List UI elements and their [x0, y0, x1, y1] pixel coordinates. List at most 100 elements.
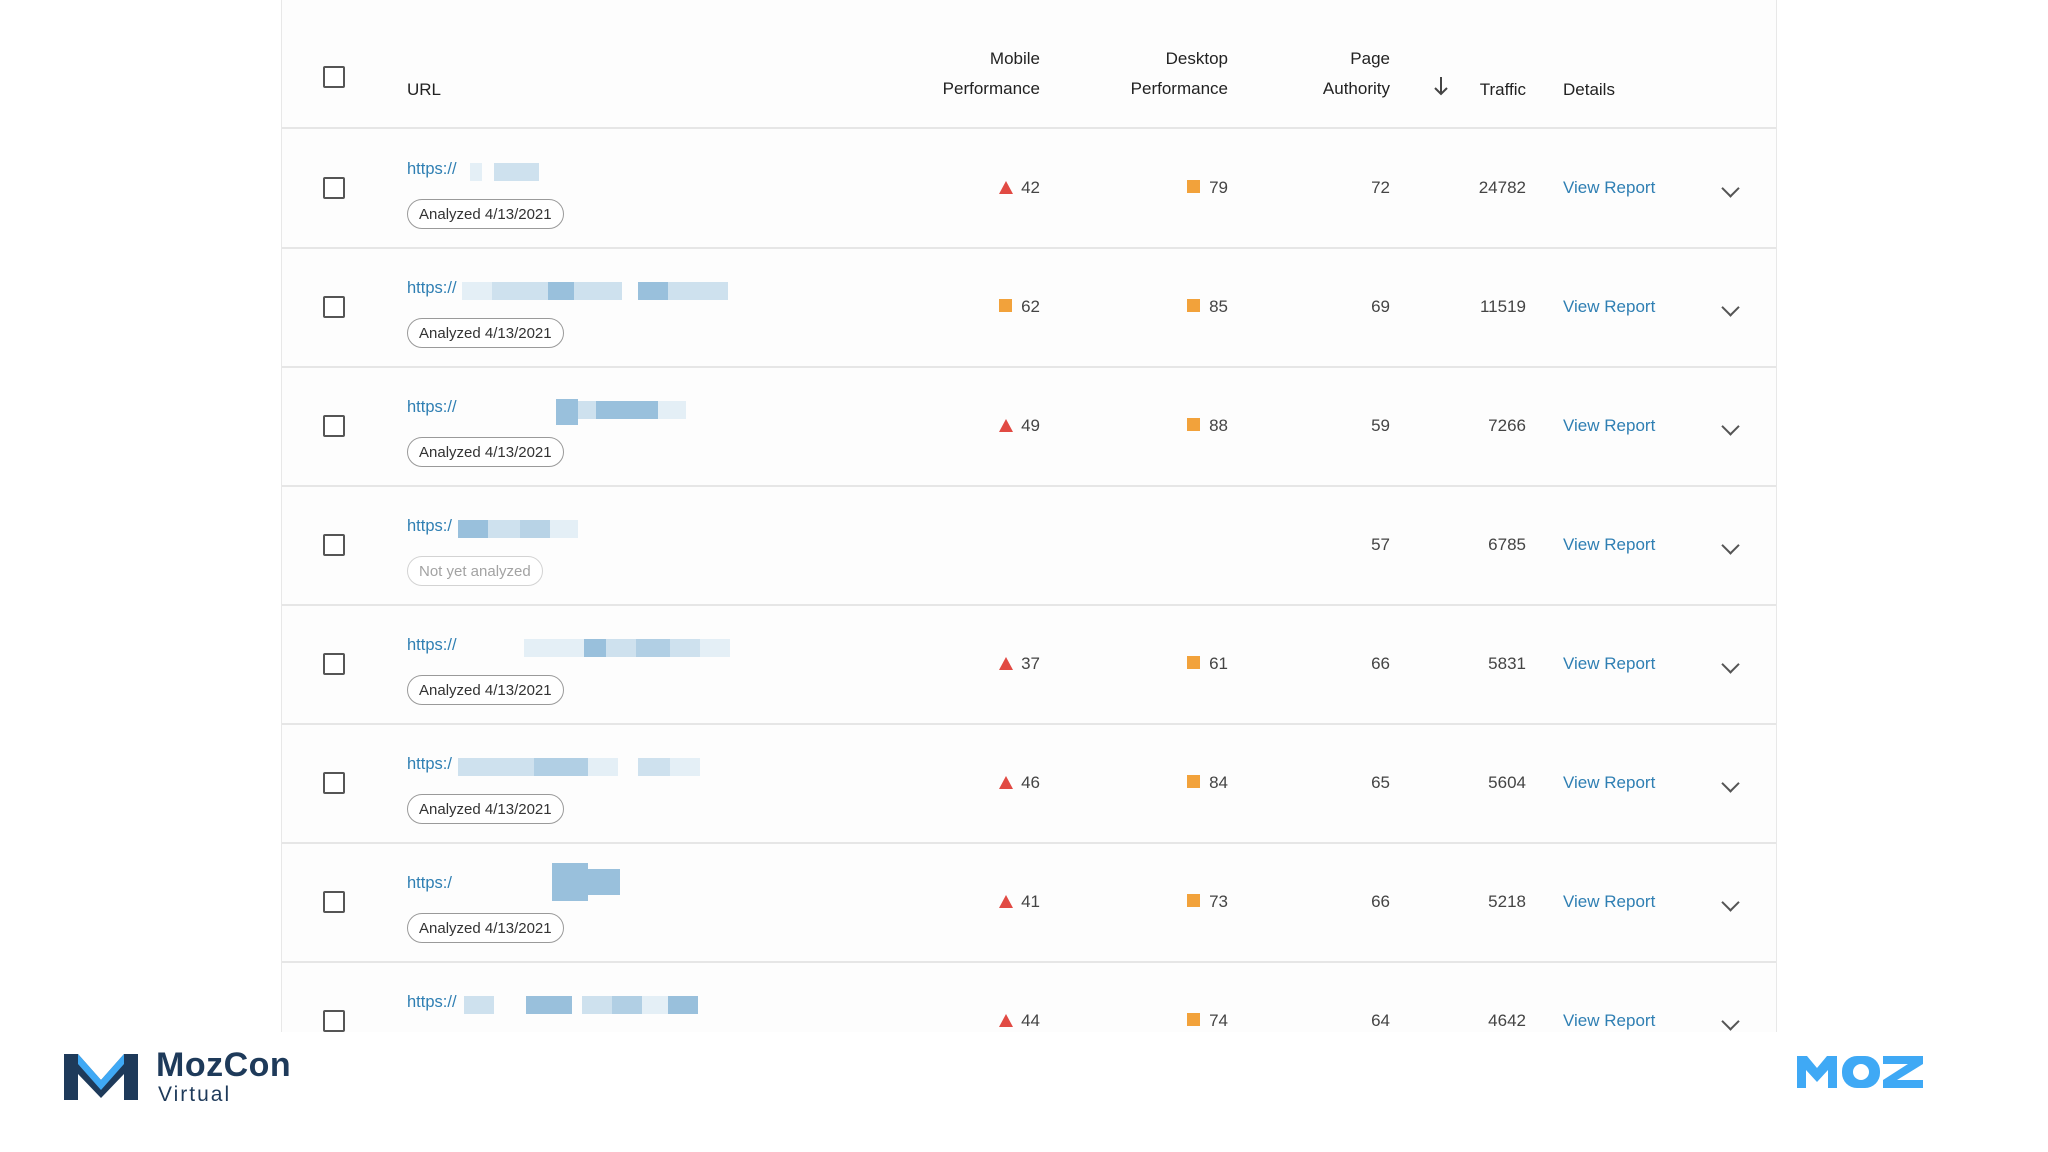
redacted-url-block — [526, 996, 572, 1014]
redacted-url-block — [582, 996, 612, 1014]
table-row: https:// Analyzed 4/13/2021 49 88 59 726… — [282, 367, 1776, 487]
row-checkbox[interactable] — [323, 772, 345, 794]
view-report-link[interactable]: View Report — [1563, 892, 1656, 911]
redacted-url-block — [596, 401, 658, 419]
page-url-link[interactable]: https:// — [407, 993, 457, 1011]
page-url-link[interactable]: https:// — [407, 279, 457, 297]
redacted-url-block — [524, 639, 584, 657]
average-score-icon — [1187, 894, 1201, 907]
desktop-header-line2: Performance — [1130, 79, 1228, 98]
column-desktop-performance[interactable]: Desktop Performance — [1131, 44, 1228, 104]
page-authority: 72 — [1371, 178, 1390, 197]
column-mobile-performance[interactable]: Mobile Performance — [943, 44, 1040, 104]
row-checkbox[interactable] — [323, 177, 345, 199]
page-url-link[interactable]: https:// — [407, 398, 457, 416]
redacted-url-block — [638, 282, 668, 300]
average-score-icon — [1187, 180, 1201, 193]
average-score-icon — [999, 299, 1013, 312]
table-row: https:// Analyzed 4/13/2021 42 79 72 247… — [282, 129, 1776, 249]
redacted-url-block — [492, 282, 548, 300]
page-authority: 59 — [1371, 416, 1390, 435]
view-report-link[interactable]: View Report — [1563, 178, 1656, 197]
view-report-link[interactable]: View Report — [1563, 773, 1656, 792]
redacted-url-block — [670, 758, 700, 776]
mobile-performance: 49 — [999, 411, 1040, 441]
row-checkbox[interactable] — [323, 296, 345, 318]
arrow-down-icon[interactable] — [1434, 76, 1448, 96]
view-report-link[interactable]: View Report — [1563, 1011, 1656, 1030]
column-page-authority[interactable]: Page Authority — [1323, 44, 1390, 104]
redacted-url-block — [550, 520, 578, 538]
page-authority: 64 — [1371, 1011, 1390, 1030]
average-score-icon — [1187, 418, 1201, 431]
chevron-down-icon[interactable] — [1721, 893, 1740, 912]
chevron-down-icon[interactable] — [1721, 774, 1740, 793]
column-traffic[interactable]: Traffic — [1479, 80, 1526, 99]
desktop-performance: 85 — [1187, 292, 1228, 322]
average-score-icon — [1187, 775, 1201, 788]
chevron-down-icon[interactable] — [1721, 179, 1740, 198]
poor-score-icon — [999, 1014, 1014, 1027]
redacted-url-block — [470, 163, 482, 181]
traffic-value: 5604 — [1488, 773, 1526, 792]
redacted-url-block — [534, 758, 588, 776]
mobile-performance: 42 — [999, 173, 1040, 203]
select-all-checkbox[interactable] — [323, 66, 345, 88]
chevron-down-icon[interactable] — [1721, 536, 1740, 555]
traffic-value: 5831 — [1488, 654, 1526, 673]
redacted-url-block — [556, 399, 578, 425]
traffic-value: 11519 — [1479, 297, 1526, 316]
desktop-header-line1: Desktop — [1165, 49, 1228, 68]
moz-logo — [1797, 1056, 1923, 1088]
page-url-link[interactable]: https:// — [407, 636, 457, 654]
mobile-header-line2: Performance — [942, 79, 1040, 98]
mozcon-logo-icon — [64, 1054, 138, 1100]
traffic-value: 6785 — [1488, 535, 1526, 554]
view-report-link[interactable]: View Report — [1563, 535, 1656, 554]
poor-score-icon — [999, 895, 1014, 908]
redacted-url-block — [658, 401, 686, 419]
average-score-icon — [1187, 656, 1201, 669]
chevron-down-icon[interactable] — [1721, 1012, 1740, 1031]
redacted-url-block — [488, 520, 520, 538]
page-url-link[interactable]: https:/ — [407, 517, 452, 535]
redacted-url-block — [458, 758, 534, 776]
redacted-url-block — [462, 282, 492, 300]
redacted-url-block — [670, 639, 700, 657]
redacted-url-block — [612, 996, 642, 1014]
view-report-link[interactable]: View Report — [1563, 654, 1656, 673]
status-badge: Analyzed 4/13/2021 — [407, 913, 564, 943]
page-authority: 57 — [1371, 535, 1390, 554]
status-badge: Analyzed 4/13/2021 — [407, 437, 564, 467]
status-badge: Analyzed 4/13/2021 — [407, 675, 564, 705]
column-url[interactable]: URL — [407, 80, 442, 99]
chevron-down-icon[interactable] — [1721, 417, 1740, 436]
page-url-link[interactable]: https:/ — [407, 874, 452, 892]
row-checkbox[interactable] — [323, 891, 345, 913]
chevron-down-icon[interactable] — [1721, 298, 1740, 317]
page-url-link[interactable]: https:/ — [407, 755, 452, 773]
chevron-down-icon[interactable] — [1721, 655, 1740, 674]
table-row: https:/ Analyzed 4/13/2021 46 84 65 5604… — [282, 724, 1776, 844]
row-checkbox[interactable] — [323, 1010, 345, 1032]
desktop-performance: 74 — [1187, 1006, 1228, 1032]
row-checkbox[interactable] — [323, 653, 345, 675]
view-report-link[interactable]: View Report — [1563, 416, 1656, 435]
row-checkbox[interactable] — [323, 534, 345, 556]
page-authority: 65 — [1371, 773, 1390, 792]
mobile-performance: 37 — [999, 649, 1040, 679]
desktop-performance: 84 — [1187, 768, 1228, 798]
page-authority: 66 — [1371, 892, 1390, 911]
status-badge: Analyzed 4/13/2021 — [407, 794, 564, 824]
row-checkbox[interactable] — [323, 415, 345, 437]
page-authority: 66 — [1371, 654, 1390, 673]
page-url-link[interactable]: https:// — [407, 160, 457, 178]
view-report-link[interactable]: View Report — [1563, 297, 1656, 316]
page-authority: 69 — [1371, 297, 1390, 316]
poor-score-icon — [999, 181, 1014, 194]
table-row: https:// Analyzed 4/13/2021 62 85 69 115… — [282, 248, 1776, 368]
status-badge: Analyzed 4/13/2021 — [407, 199, 564, 229]
redacted-url-block — [636, 639, 670, 657]
pages-table: URL Mobile Performance Desktop Performan… — [281, 0, 1777, 1032]
mozcon-virtual-logo: MozCon Virtual — [64, 1046, 291, 1106]
